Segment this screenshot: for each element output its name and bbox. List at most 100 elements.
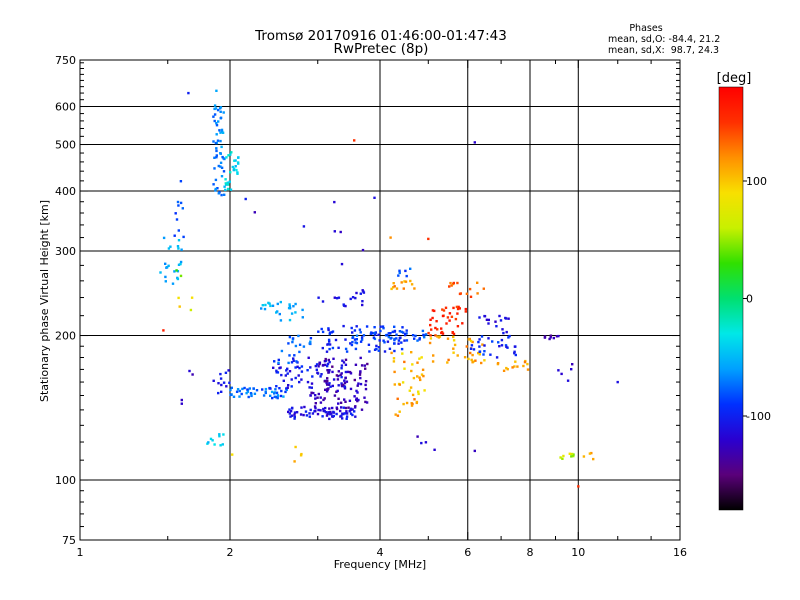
data-point bbox=[505, 366, 508, 370]
data-point bbox=[322, 407, 325, 411]
data-point bbox=[505, 330, 508, 334]
data-point bbox=[219, 444, 222, 447]
data-point bbox=[207, 441, 210, 444]
data-point bbox=[333, 296, 336, 299]
data-point bbox=[401, 352, 404, 355]
data-point bbox=[300, 452, 303, 456]
data-point bbox=[387, 332, 390, 335]
data-point bbox=[223, 185, 226, 188]
data-point bbox=[293, 354, 296, 357]
data-point bbox=[339, 401, 343, 404]
data-point bbox=[274, 388, 277, 391]
data-point bbox=[179, 201, 183, 205]
data-point bbox=[427, 331, 430, 335]
data-point bbox=[349, 342, 352, 345]
x-axis-label: Frequency [MHz] bbox=[334, 558, 426, 571]
data-point bbox=[298, 350, 301, 354]
data-point bbox=[334, 338, 338, 342]
data-point bbox=[354, 363, 358, 366]
colorbar-tick-label: 0 bbox=[746, 293, 753, 306]
data-point bbox=[260, 307, 263, 310]
data-point bbox=[238, 395, 241, 398]
data-point bbox=[320, 327, 323, 331]
data-point bbox=[572, 453, 575, 456]
data-point bbox=[249, 392, 253, 395]
data-point bbox=[353, 410, 356, 413]
phase-stats-x: mean, sd,X: 98.7, 24.3 bbox=[608, 45, 719, 56]
data-point bbox=[577, 485, 580, 488]
data-point bbox=[264, 390, 267, 393]
data-point bbox=[417, 390, 420, 393]
data-point bbox=[291, 406, 294, 410]
data-point bbox=[232, 167, 236, 170]
data-point bbox=[335, 390, 338, 393]
data-point bbox=[498, 314, 501, 318]
data-point bbox=[215, 154, 218, 157]
data-point bbox=[215, 89, 218, 92]
data-point bbox=[452, 332, 456, 336]
data-point bbox=[214, 141, 218, 145]
data-point bbox=[350, 343, 354, 347]
data-point bbox=[241, 387, 244, 391]
data-point bbox=[304, 410, 308, 413]
data-point bbox=[219, 131, 222, 134]
data-point bbox=[421, 329, 425, 333]
data-point bbox=[353, 338, 357, 341]
data-point bbox=[290, 361, 294, 364]
data-point bbox=[434, 326, 437, 330]
data-point bbox=[557, 369, 560, 372]
data-point bbox=[332, 411, 336, 414]
data-point bbox=[293, 460, 296, 463]
data-point bbox=[405, 329, 408, 332]
data-point bbox=[332, 414, 335, 418]
data-point bbox=[416, 435, 419, 438]
data-point bbox=[422, 333, 425, 337]
data-point bbox=[171, 282, 175, 285]
data-point bbox=[246, 388, 249, 391]
data-point bbox=[397, 339, 401, 342]
data-point bbox=[570, 368, 573, 371]
data-point bbox=[435, 320, 438, 323]
data-point bbox=[504, 344, 508, 347]
data-point bbox=[289, 415, 292, 418]
data-point bbox=[374, 331, 377, 334]
data-point bbox=[327, 371, 330, 374]
data-point bbox=[477, 340, 480, 344]
data-point bbox=[481, 343, 484, 346]
data-point bbox=[364, 383, 367, 387]
data-point bbox=[279, 319, 283, 322]
data-point bbox=[444, 306, 448, 309]
data-point bbox=[236, 172, 239, 175]
data-point bbox=[218, 435, 221, 438]
data-point bbox=[450, 284, 453, 287]
data-point bbox=[496, 362, 500, 365]
data-point bbox=[282, 395, 285, 398]
data-point bbox=[343, 412, 346, 415]
data-point bbox=[328, 340, 331, 343]
data-point bbox=[349, 297, 352, 301]
data-point bbox=[398, 383, 401, 386]
data-point bbox=[372, 336, 376, 339]
data-point bbox=[234, 159, 237, 162]
data-point bbox=[345, 417, 348, 420]
data-point bbox=[456, 281, 459, 285]
data-point bbox=[340, 372, 343, 375]
data-point bbox=[478, 345, 481, 348]
data-point bbox=[236, 388, 240, 391]
data-point bbox=[269, 304, 272, 308]
data-point bbox=[322, 363, 325, 367]
x-tick-label: 10 bbox=[571, 546, 585, 559]
data-point bbox=[341, 412, 344, 415]
data-point bbox=[321, 330, 325, 334]
data-point bbox=[400, 341, 403, 344]
data-point bbox=[216, 108, 220, 112]
data-point bbox=[181, 207, 184, 210]
colorbar-gradient bbox=[719, 87, 743, 510]
data-point bbox=[224, 188, 227, 192]
data-point bbox=[321, 415, 324, 418]
data-point bbox=[217, 391, 220, 395]
data-point bbox=[285, 388, 288, 392]
data-point bbox=[440, 327, 443, 330]
data-point bbox=[215, 133, 218, 136]
data-point bbox=[476, 292, 479, 295]
